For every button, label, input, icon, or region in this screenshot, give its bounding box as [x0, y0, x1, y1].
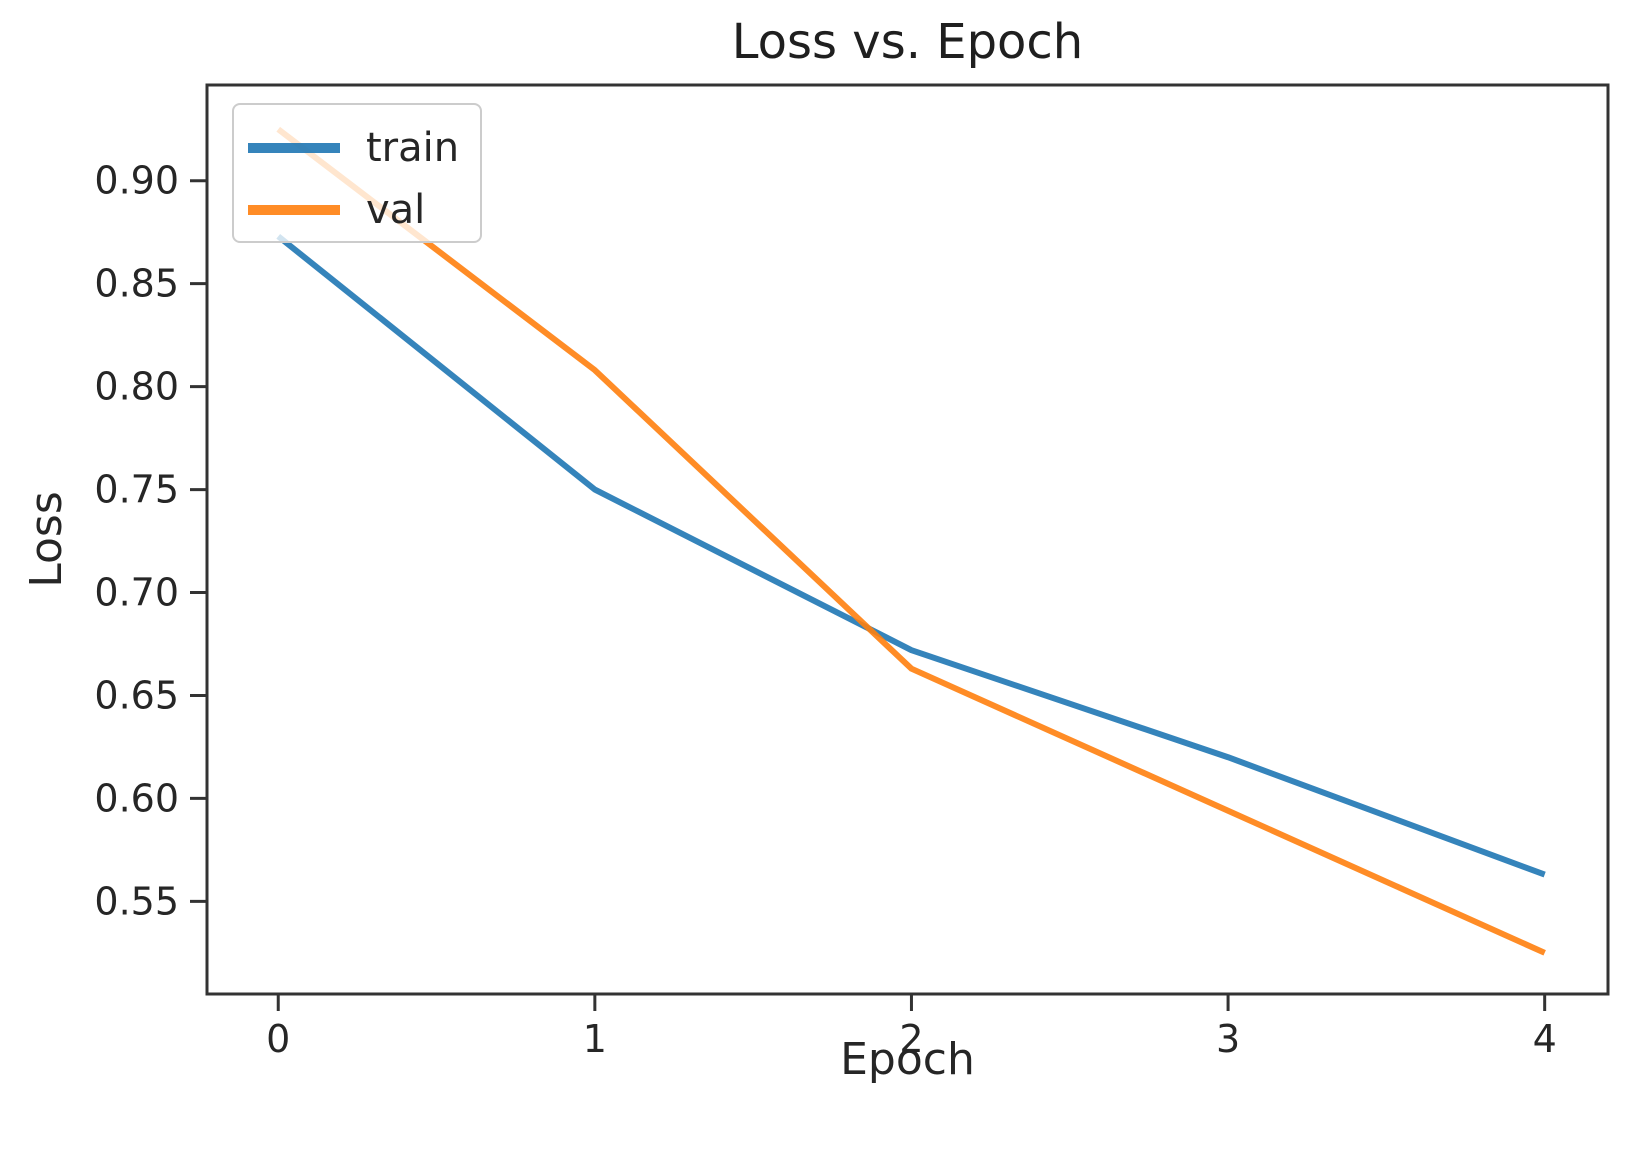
- train-line: [276, 233, 1546, 878]
- y-axis-label: Loss: [20, 491, 72, 588]
- y-tick-label: 0.90: [94, 159, 179, 203]
- train-line-swatch: [248, 143, 340, 153]
- legend-item-train: train: [248, 117, 480, 179]
- plot-border: [205, 83, 1610, 996]
- legend-label-val: val: [366, 187, 426, 233]
- x-tick-label: 2: [899, 1017, 923, 1061]
- chart-title: Loss vs. Epoch: [731, 14, 1084, 70]
- x-tick-label: 1: [583, 1017, 607, 1061]
- val-line: [276, 126, 1546, 956]
- x-tick-label: 4: [1533, 1017, 1557, 1061]
- legend: train val: [232, 103, 482, 243]
- val-line-swatch: [248, 205, 340, 215]
- x-tick-label: 3: [1216, 1017, 1240, 1061]
- y-tick-label: 0.80: [94, 365, 179, 409]
- legend-item-val: val: [248, 179, 480, 241]
- y-tick-label: 0.65: [94, 673, 179, 717]
- y-tick-label: 0.70: [94, 571, 179, 615]
- y-axis-label-container: Loss: [0, 85, 92, 994]
- y-tick-label: 0.75: [94, 468, 179, 512]
- legend-label-train: train: [366, 125, 460, 171]
- x-axis-label: Epoch: [840, 1034, 975, 1085]
- y-tick-label: 0.55: [94, 879, 179, 923]
- y-tick-label: 0.60: [94, 776, 179, 820]
- y-tick-label: 0.85: [94, 262, 179, 306]
- x-tick-label: 0: [266, 1017, 290, 1061]
